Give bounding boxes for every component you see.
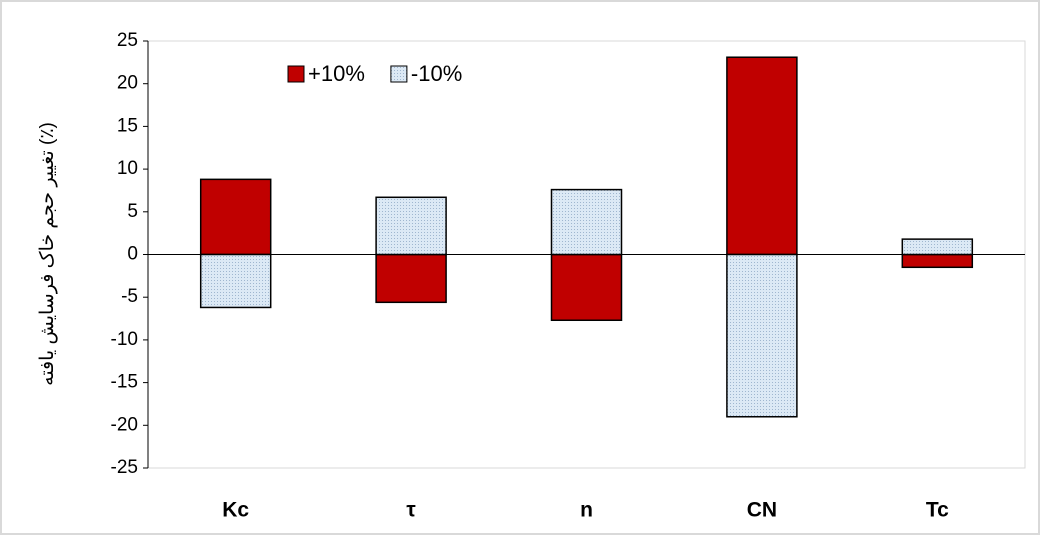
x-tick-label: τ [406, 499, 416, 522]
x-tick-label: Tc [926, 499, 949, 522]
bar [199, 253, 272, 309]
y-tick-label: -5 [121, 286, 138, 307]
y-tick-label: -15 [111, 372, 138, 393]
legend-label: -10% [411, 61, 462, 86]
y-tick-label: 10 [117, 158, 138, 179]
bar [550, 253, 623, 322]
x-tick-label: Kc [222, 499, 249, 522]
y-tick-label: -25 [111, 457, 138, 478]
y-tick-label: 20 [117, 73, 138, 94]
legend-swatch [287, 65, 305, 83]
x-tick-label: n [580, 499, 593, 522]
legend-swatch [390, 65, 408, 83]
bar [375, 253, 447, 304]
y-tick-label: -10 [111, 329, 138, 350]
bar [726, 253, 798, 418]
x-tick-label: CN [747, 499, 777, 522]
y-axis-label: تغییر حجم خاک فرسایش یافته (٪) [37, 122, 58, 386]
bar [901, 253, 974, 269]
y-tick-label: 15 [117, 115, 138, 136]
legend-label: +10% [308, 61, 365, 86]
y-tick-label: 5 [127, 201, 138, 222]
y-tick-label: -20 [111, 414, 138, 435]
bar [199, 178, 272, 256]
bar [375, 196, 447, 256]
bar [550, 188, 623, 256]
bar [901, 238, 974, 256]
y-tick-label: 0 [127, 244, 138, 265]
y-tick-label: 25 [117, 30, 138, 51]
bar [726, 56, 798, 256]
